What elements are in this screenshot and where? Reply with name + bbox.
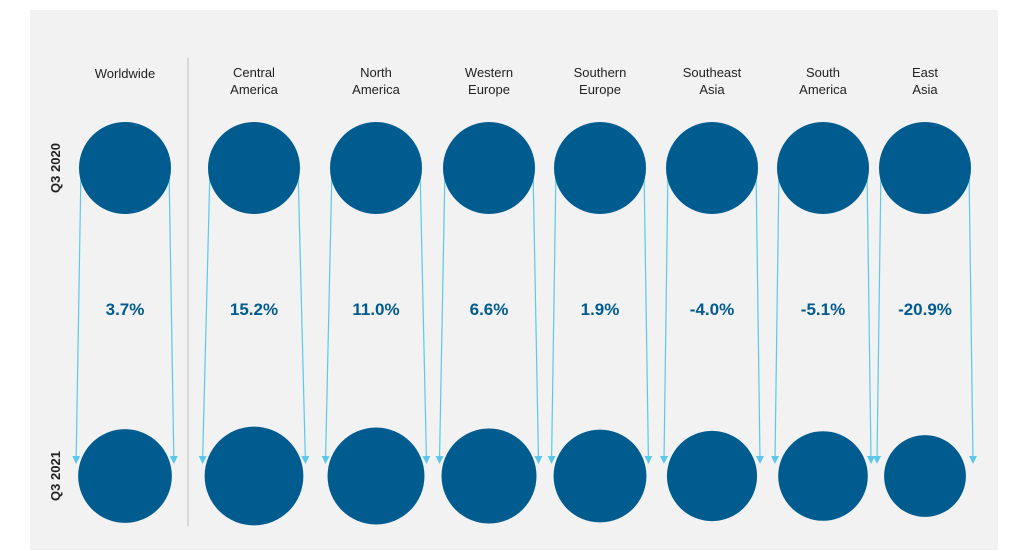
arrow-southern-europe-right [643, 167, 653, 464]
bubble-2021-east-asia [884, 435, 966, 517]
arrow-east-asia-left [873, 167, 882, 464]
arrow-north-america-left [321, 167, 333, 464]
bubble-chart: Q3 2020 Q3 2021 Worldwide Central America Nor… [48, 58, 977, 526]
arrow-southern-europe-left [547, 167, 557, 464]
bubble-2021-southeast-asia [666, 430, 758, 522]
bubble-2021-worldwide [78, 429, 172, 523]
change-label-worldwide: 3.7% [106, 300, 145, 319]
bubble-2020-southern-europe [554, 122, 646, 214]
arrow-western-europe-right [532, 167, 543, 464]
change-label-east-asia: -20.9% [898, 300, 952, 319]
bubble-2021-southern-europe [553, 429, 647, 523]
arrow-western-europe-left [435, 167, 446, 464]
arrow-north-america-right [419, 167, 431, 464]
arrow-central-america-left [198, 167, 211, 464]
region-label-south-america: South America [799, 65, 847, 97]
change-label-western-europe: 6.6% [470, 300, 509, 319]
bubble-2020-worldwide [79, 122, 171, 214]
bubble-2021-north-america [327, 427, 425, 525]
change-label-southeast-asia: -4.0% [690, 300, 734, 319]
region-label-central-america: Central America [230, 65, 278, 97]
region-label-southern-europe: Southern Europe [574, 65, 627, 97]
change-label-south-america: -5.1% [801, 300, 845, 319]
bubble-2021-western-europe [441, 428, 537, 524]
change-label-north-america: 11.0% [352, 300, 399, 319]
bubble-2021-central-america [204, 426, 304, 526]
bubble-2020-western-europe [443, 122, 535, 214]
chart-panel: Q3 2020 Q3 2021 Worldwide Central America Nor… [30, 10, 998, 550]
row-label-1: Q3 2021 [48, 451, 63, 501]
bubble-2020-north-america [330, 122, 422, 214]
bubble-2020-southeast-asia [666, 122, 758, 214]
change-label-central-america: 15.2% [230, 300, 278, 319]
arrow-worldwide-right [168, 167, 178, 464]
bubble-2020-east-asia [879, 122, 971, 214]
region-label-worldwide: Worldwide [95, 66, 155, 81]
arrow-south-america-right [866, 167, 875, 464]
bubble-2020-central-america [208, 122, 300, 214]
arrow-central-america-right [297, 167, 310, 464]
arrow-southeast-asia-right [755, 167, 764, 464]
region-label-east-asia: East Asia [912, 65, 938, 97]
row-label-0: Q3 2020 [48, 143, 63, 193]
bubble-2021-south-america [778, 431, 868, 521]
region-label-western-europe: Western Europe [465, 65, 513, 97]
arrow-east-asia-right [968, 167, 977, 464]
region-label-north-america: North America [352, 65, 400, 97]
region-label-southeast-asia: Southeast Asia [683, 65, 742, 97]
arrow-worldwide-left [72, 167, 82, 464]
arrow-southeast-asia-left [660, 167, 669, 464]
change-label-southern-europe: 1.9% [581, 300, 620, 319]
bubble-2020-south-america [777, 122, 869, 214]
arrow-south-america-left [771, 167, 780, 464]
